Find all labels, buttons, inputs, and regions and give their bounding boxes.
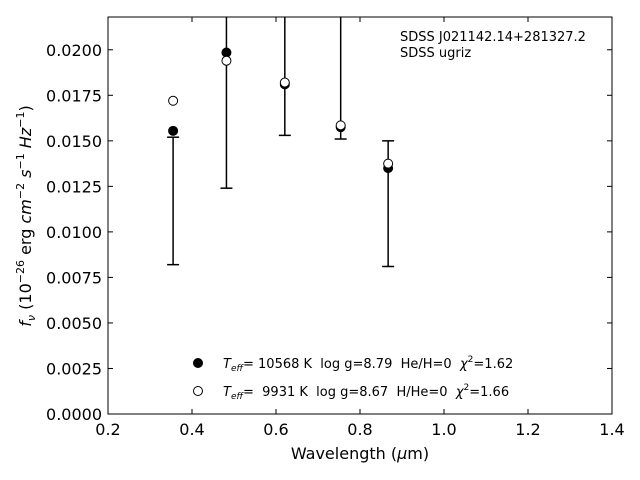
data-point-filled [221, 47, 232, 58]
y-tick-label: 0.0100 [46, 223, 102, 242]
annotation-line-2: SDSS ugriz [400, 46, 471, 61]
x-tick-label: 1.4 [599, 420, 624, 439]
y-tick-label: 0.0175 [46, 86, 102, 105]
legend-label-2: Teff= 9931 K log g=8.67 H/He=0 χ2=1.66 [223, 383, 509, 402]
annotation-line-1: SDSS J021142.14+281327.2 [400, 30, 586, 45]
y-axis-label: fν (10−26 erg cm−2 s−1 Hz−1) [14, 105, 38, 326]
data-point-open [383, 158, 394, 169]
y-tick-label: 0.0025 [46, 359, 102, 378]
x-tick-label: 0.4 [179, 420, 204, 439]
x-axis-label: Wavelength (μm) [291, 444, 429, 463]
data-point-open [221, 55, 232, 66]
x-tick-label: 1.2 [515, 420, 540, 439]
x-tick-label: 0.8 [347, 420, 372, 439]
legend-label-1: Teff= 10568 K log g=8.79 He/H=0 χ2=1.62 [223, 355, 513, 374]
data-point-filled [168, 125, 179, 136]
data-point-open [168, 95, 179, 106]
y-tick-label: 0.0200 [46, 41, 102, 60]
x-tick-label: 1.0 [431, 420, 456, 439]
y-tick-label: 0.0000 [46, 405, 102, 424]
legend-marker-open [193, 386, 203, 396]
x-tick-label: 0.2 [95, 420, 120, 439]
y-tick-label: 0.0050 [46, 314, 102, 333]
data-point-open [335, 120, 346, 131]
y-tick-label: 0.0150 [46, 132, 102, 151]
axes-frame [107, 16, 613, 415]
x-tick-label: 0.6 [263, 420, 288, 439]
y-tick-label: 0.0125 [46, 177, 102, 196]
plot-area: 0.2 0.4 0.6 0.8 1.0 1.2 1.4 0.0000 0.0025 0.0050 0… [46, 16, 625, 439]
y-tick-label: 0.0075 [46, 268, 102, 287]
data-point-open [279, 77, 290, 88]
legend-marker-filled [193, 358, 203, 368]
legend: Teff= 10568 K log g=8.79 He/H=0 χ2=1.62 … [193, 355, 513, 402]
